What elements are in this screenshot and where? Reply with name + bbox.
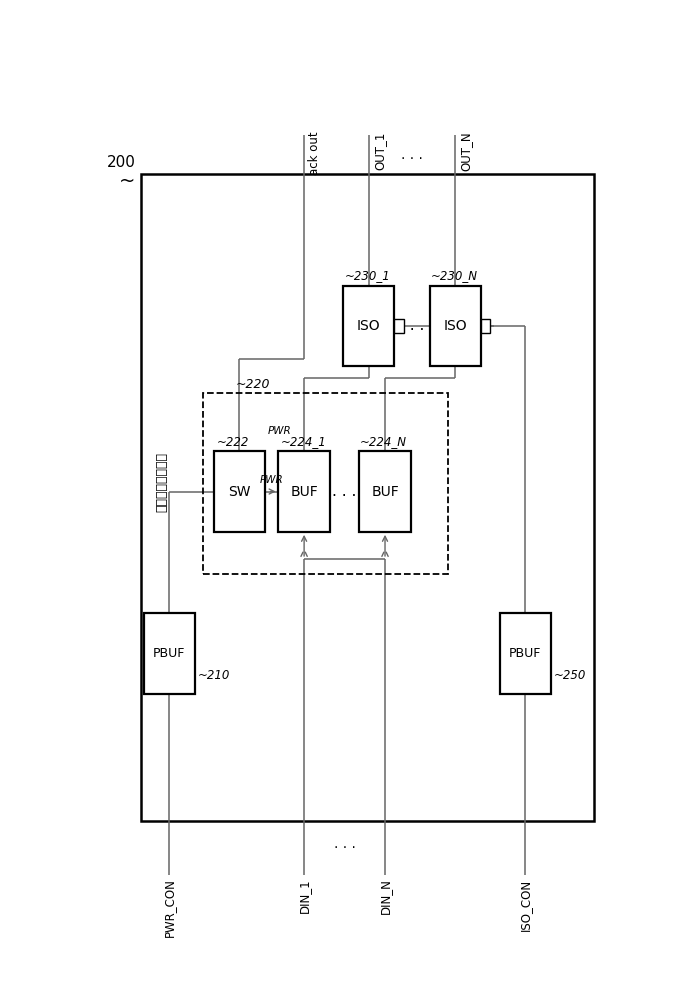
Text: ~230_1: ~230_1 [345, 269, 390, 282]
Text: SW: SW [228, 485, 251, 499]
Text: PWR: PWR [268, 426, 292, 436]
Text: PBUF: PBUF [509, 647, 541, 660]
Text: PBUF: PBUF [153, 647, 185, 660]
Bar [143, 613, 195, 694]
Bar [343, 286, 395, 366]
Bar [395, 319, 404, 333]
Text: DIN_1: DIN_1 [298, 878, 310, 913]
Bar [203, 393, 448, 574]
Text: PWR: PWR [260, 475, 283, 485]
Text: . . .: . . . [333, 837, 356, 851]
Text: ack out: ack out [308, 132, 322, 175]
Text: 馈通信号传输电路: 馈通信号传输电路 [155, 452, 168, 512]
Text: ~230_N: ~230_N [431, 269, 477, 282]
Bar [214, 451, 265, 532]
Text: OUT_N: OUT_N [459, 132, 473, 171]
Text: BUF: BUF [290, 485, 318, 499]
Text: . . .: . . . [333, 484, 357, 499]
Text: ~222: ~222 [216, 436, 249, 449]
Text: PWR_CON: PWR_CON [163, 878, 176, 937]
Text: ISO: ISO [443, 319, 467, 333]
Text: . . .: . . . [400, 318, 424, 333]
Text: ~210: ~210 [198, 669, 230, 682]
Text: ISO: ISO [357, 319, 381, 333]
Text: . . .: . . . [401, 148, 423, 162]
Text: ISO_CON: ISO_CON [519, 878, 532, 931]
Bar [278, 451, 330, 532]
Bar [500, 613, 551, 694]
Text: 200: 200 [106, 155, 136, 170]
Text: DIN_N: DIN_N [379, 878, 392, 914]
Text: OUT_1: OUT_1 [373, 132, 386, 170]
Bar [429, 286, 481, 366]
Text: ~224_1: ~224_1 [281, 435, 327, 448]
Text: ~250: ~250 [553, 669, 586, 682]
Bar [141, 174, 594, 821]
Bar [481, 319, 491, 333]
Bar [359, 451, 411, 532]
Text: BUF: BUF [371, 485, 399, 499]
Text: ~224_N: ~224_N [359, 435, 406, 448]
Text: ~220: ~220 [235, 378, 270, 391]
Text: ~: ~ [119, 172, 136, 191]
